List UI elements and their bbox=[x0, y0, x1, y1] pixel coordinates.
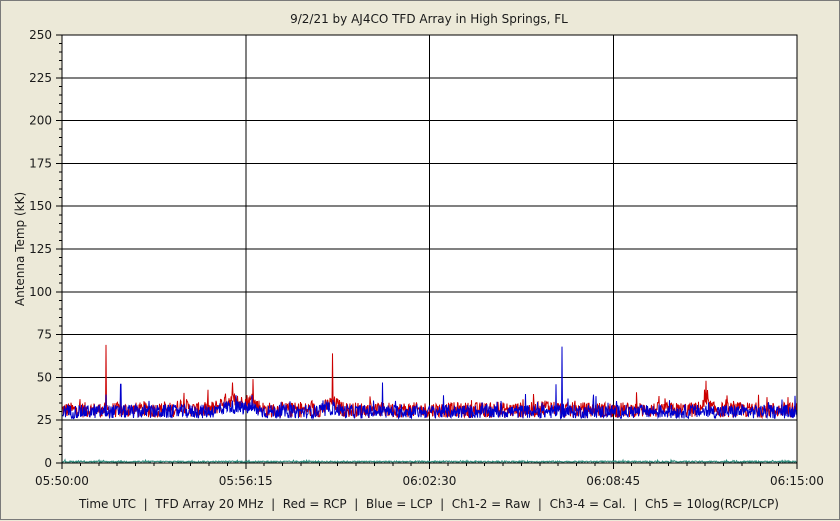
chart-title: 9/2/21 by AJ4CO TFD Array in High Spring… bbox=[290, 12, 568, 26]
y-tick-label: 250 bbox=[29, 28, 52, 42]
x-tick-label: 06:02:30 bbox=[403, 474, 457, 488]
axes: 0 25 50 75 100 125 150 175 200 225 250 05:50:00 05:5… bbox=[29, 28, 824, 488]
y-tick-label: 200 bbox=[29, 114, 52, 128]
x-tick-label: 06:15:00 bbox=[770, 474, 824, 488]
series-layer bbox=[61, 344, 798, 464]
plot-border bbox=[61, 34, 798, 464]
x-tick-label: 06:08:45 bbox=[586, 474, 640, 488]
chart-footer: Time UTC | TFD Array 20 MHz | Red = RCP … bbox=[78, 497, 779, 511]
y-tick-label: 25 bbox=[37, 413, 52, 427]
y-tick-label: 100 bbox=[29, 285, 52, 299]
y-tick-label: 175 bbox=[29, 156, 52, 170]
y-tick-label: 150 bbox=[29, 199, 52, 213]
y-tick-label: 50 bbox=[37, 370, 52, 384]
x-tick-label: 05:50:00 bbox=[35, 474, 89, 488]
y-axis-label: Antenna Temp (kK) bbox=[13, 192, 27, 306]
lcp-series-line bbox=[61, 346, 798, 420]
y-tick-label: 0 bbox=[44, 456, 52, 470]
y-tick-label: 225 bbox=[29, 71, 52, 85]
y-tick-label: 75 bbox=[37, 328, 52, 342]
x-tick-label: 05:56:15 bbox=[219, 474, 273, 488]
ch5-series-line bbox=[61, 458, 798, 464]
y-tick-label: 125 bbox=[29, 242, 52, 256]
